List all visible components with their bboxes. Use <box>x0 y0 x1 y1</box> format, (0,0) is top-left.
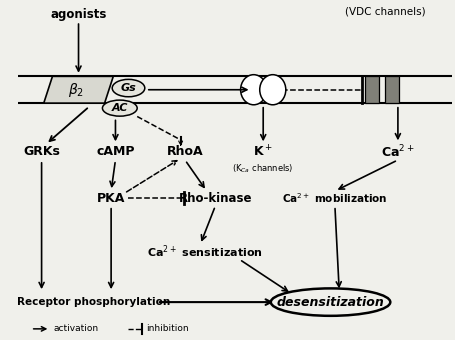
Text: cAMP: cAMP <box>96 145 135 158</box>
Text: $\beta_2$: $\beta_2$ <box>68 81 84 99</box>
Text: (VDC channels): (VDC channels) <box>344 6 425 16</box>
Text: PKA: PKA <box>97 192 125 205</box>
Text: AC: AC <box>111 103 128 113</box>
Ellipse shape <box>241 75 267 105</box>
Text: (K$_{Ca}$ channels): (K$_{Ca}$ channels) <box>233 163 294 175</box>
Polygon shape <box>44 76 113 103</box>
Text: desensitization: desensitization <box>277 295 384 309</box>
Text: Gs: Gs <box>121 83 136 93</box>
Text: GRKs: GRKs <box>23 145 60 158</box>
Bar <box>385 76 399 103</box>
Ellipse shape <box>102 100 137 116</box>
Text: RhoA: RhoA <box>167 145 203 158</box>
Text: Ca$^{2+}$ mobilization: Ca$^{2+}$ mobilization <box>282 191 388 205</box>
Text: Rho-kinase: Rho-kinase <box>179 192 252 205</box>
Text: K$^+$: K$^+$ <box>253 144 273 159</box>
Text: Ca$^{2+}$: Ca$^{2+}$ <box>381 143 415 160</box>
Text: Receptor phosphorylation: Receptor phosphorylation <box>17 297 170 307</box>
Bar <box>365 76 379 103</box>
Text: inhibition: inhibition <box>146 324 188 333</box>
Ellipse shape <box>271 288 390 316</box>
Text: activation: activation <box>53 324 98 333</box>
Text: Ca$^{2+}$ sensitization: Ca$^{2+}$ sensitization <box>147 244 263 260</box>
Ellipse shape <box>112 79 145 97</box>
Text: agonists: agonists <box>51 8 107 21</box>
Ellipse shape <box>260 75 286 105</box>
